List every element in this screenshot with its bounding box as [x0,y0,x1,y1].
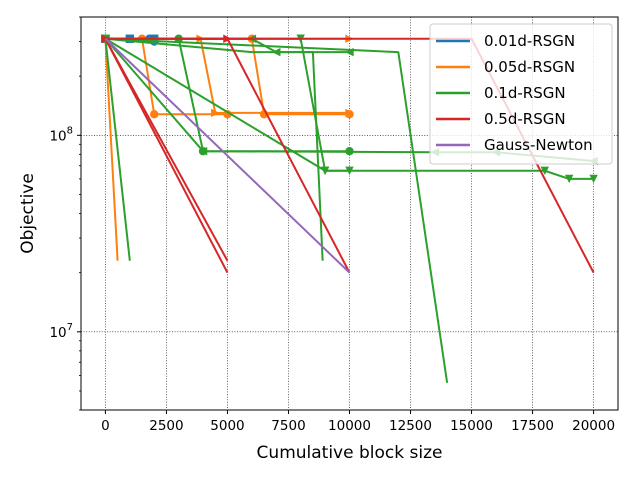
series-group [104,38,229,262]
series-marker [589,174,598,184]
series-marker [211,108,220,118]
series-line [105,37,449,383]
series-marker [564,174,574,184]
x-tick-label: 10000 [328,418,371,434]
series-group [105,37,449,383]
x-axis-label: Cumulative block size [257,443,443,463]
series-group [104,38,351,274]
series-marker [540,166,549,175]
x-axis: 0 2500 5000 7500 10000 12500 15000 17500 20000 [101,410,615,434]
series-group [105,37,324,261]
x-tick-label: 15000 [450,418,493,434]
x-tick-label: 5000 [210,418,244,434]
x-tick-label: 7500 [271,418,305,434]
y-axis: 107 108 [49,16,81,411]
series-marker [320,166,330,175]
x-tick-label: 12500 [389,418,432,434]
series-marker [150,110,159,119]
plot-area [101,34,598,383]
series-line [105,37,324,261]
legend-label: 0.01d-RSGN [484,32,575,50]
y-tick-label: 107 [49,322,73,341]
legend-label: 0.5d-RSGN [484,110,566,128]
legend-box [429,23,613,165]
series-group [104,38,131,261]
series-marker [345,110,354,119]
y-tick-label: 108 [49,125,73,144]
legend-label: Gauss-Newton [484,136,593,154]
series-group [104,38,119,261]
series-line [104,38,229,262]
series-line [104,38,119,261]
series-line [104,38,351,274]
x-tick-label: 2500 [149,418,183,434]
series-marker [198,147,208,156]
series-line [104,38,131,261]
y-axis-label: Objective [18,173,38,254]
x-tick-label: 20000 [572,418,615,434]
x-tick-label: 17500 [511,418,554,434]
legend-label: 0.05d-RSGN [484,58,575,76]
legend-label: 0.1d-RSGN [484,84,566,102]
legend: 0.01d-RSGN 0.05d-RSGN 0.1d-RSGN 0.5d-RSGN Ga… [429,23,613,165]
x-tick-label: 0 [101,418,110,434]
